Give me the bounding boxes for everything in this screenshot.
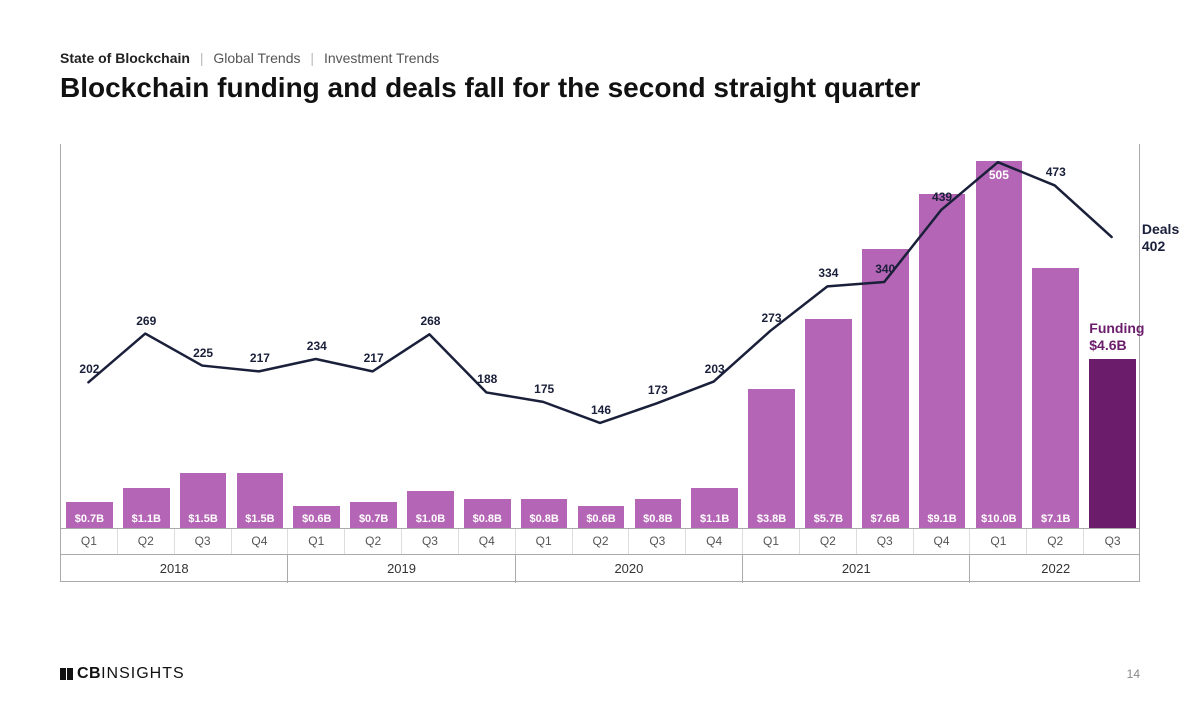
- funding-side-label: Funding$4.6B: [1089, 320, 1144, 354]
- funding-bar-label: $0.8B: [635, 513, 682, 525]
- funding-bar-label: $7.1B: [1032, 513, 1079, 525]
- funding-bar-label: $1.0B: [407, 513, 454, 525]
- funding-bar: $10.0B: [976, 161, 1023, 528]
- funding-bar: $0.7B: [350, 502, 397, 528]
- year-label: 2019: [288, 555, 515, 583]
- quarter-label: Q3: [629, 529, 686, 554]
- quarter-label: Q4: [232, 529, 289, 554]
- deals-point-label: 340: [875, 262, 895, 276]
- quarter-label: Q2: [800, 529, 857, 554]
- funding-bar: $0.6B: [293, 506, 340, 528]
- plot-area: $0.7B 202 $1.1B 269 $1.5B 225 $1.5B 217 $0.6B 234…: [60, 144, 1140, 529]
- deals-point-label: 202: [79, 362, 99, 376]
- year-label: 2021: [743, 555, 970, 583]
- quarter-label: Q2: [1027, 529, 1084, 554]
- funding-bar: $1.5B: [180, 473, 227, 528]
- deals-point-label: 203: [705, 362, 725, 376]
- funding-bar-label: $0.8B: [521, 513, 568, 525]
- quarter-label: Q1: [516, 529, 573, 554]
- funding-bar-label: $10.0B: [976, 513, 1023, 525]
- year-axis: 20182019202020212022: [60, 554, 1140, 582]
- deals-point-label: 188: [477, 372, 497, 386]
- funding-bar: $7.1B: [1032, 268, 1079, 528]
- funding-bar: $9.1B: [919, 194, 966, 528]
- breadcrumb-3: Investment Trends: [324, 50, 439, 66]
- deals-side-label: Deals402: [1142, 221, 1179, 255]
- deals-point-label: 439: [932, 190, 952, 204]
- deals-point-label: 146: [591, 403, 611, 417]
- logo-icon: [60, 668, 73, 680]
- funding-bar-label: $0.7B: [350, 513, 397, 525]
- funding-bar: $1.1B: [691, 488, 738, 528]
- funding-bar-label: $1.5B: [180, 513, 227, 525]
- page-title: Blockchain funding and deals fall for th…: [60, 72, 1140, 104]
- deals-point-label: 273: [762, 311, 782, 325]
- quarter-label: Q1: [970, 529, 1027, 554]
- deals-point-label: 269: [136, 314, 156, 328]
- funding-bar: $1.5B: [237, 473, 284, 528]
- quarter-label: Q4: [914, 529, 971, 554]
- year-label: 2018: [61, 555, 288, 583]
- funding-bar: $0.8B: [464, 499, 511, 528]
- deals-point-label: 173: [648, 383, 668, 397]
- funding-bar-label: $7.6B: [862, 513, 909, 525]
- quarter-label: Q1: [61, 529, 118, 554]
- brand-logo: CBINSIGHTS: [60, 665, 185, 683]
- funding-bar-label: $0.8B: [464, 513, 511, 525]
- quarter-label: Q2: [345, 529, 402, 554]
- funding-bar-label: $0.6B: [578, 513, 625, 525]
- quarter-label: Q1: [288, 529, 345, 554]
- funding-bar-label: $1.1B: [123, 513, 170, 525]
- funding-bar-label: $0.7B: [66, 513, 113, 525]
- quarter-label: Q2: [118, 529, 175, 554]
- funding-bar-label: $5.7B: [805, 513, 852, 525]
- quarter-label: Q3: [1084, 529, 1141, 554]
- funding-bar: $3.8B: [748, 389, 795, 528]
- quarter-label: Q4: [686, 529, 743, 554]
- deals-point-label: 334: [818, 266, 838, 280]
- funding-bar-label: $0.6B: [293, 513, 340, 525]
- quarter-label: Q3: [857, 529, 914, 554]
- breadcrumb-2: Global Trends: [213, 50, 300, 66]
- deals-point-label: 234: [307, 339, 327, 353]
- funding-bar: $0.8B: [635, 499, 682, 528]
- funding-bar-label: $9.1B: [919, 513, 966, 525]
- funding-bar: $0.7B: [66, 502, 113, 528]
- footer: CBINSIGHTS 14: [60, 665, 1140, 683]
- quarter-label: Q1: [743, 529, 800, 554]
- breadcrumb-1: State of Blockchain: [60, 50, 190, 66]
- funding-bar: $5.7B: [805, 319, 852, 528]
- year-label: 2020: [516, 555, 743, 583]
- funding-bar: $1.0B: [407, 491, 454, 528]
- funding-bar-label: $3.8B: [748, 513, 795, 525]
- deals-point-label: 217: [250, 351, 270, 365]
- quarter-label: Q2: [573, 529, 630, 554]
- funding-bar: $1.1B: [123, 488, 170, 528]
- breadcrumb: State of Blockchain | Global Trends | In…: [60, 50, 1140, 66]
- deals-point-label: 175: [534, 382, 554, 396]
- funding-bar: [1089, 359, 1136, 528]
- funding-bar-label: $1.1B: [691, 513, 738, 525]
- funding-bar: $7.6B: [862, 249, 909, 528]
- funding-bar: $0.6B: [578, 506, 625, 528]
- deals-point-label: 217: [364, 351, 384, 365]
- funding-deals-chart: $0.7B 202 $1.1B 269 $1.5B 225 $1.5B 217 $0.6B 234…: [60, 144, 1140, 584]
- deals-point-label: 473: [1046, 165, 1066, 179]
- quarter-label: Q3: [175, 529, 232, 554]
- quarter-axis: Q1Q2Q3Q4Q1Q2Q3Q4Q1Q2Q3Q4Q1Q2Q3Q4Q1Q2Q3: [60, 529, 1140, 554]
- year-label: 2022: [970, 555, 1141, 583]
- deals-point-label: 268: [420, 314, 440, 328]
- page-number: 14: [1127, 667, 1140, 681]
- deals-point-label: 225: [193, 346, 213, 360]
- quarter-label: Q4: [459, 529, 516, 554]
- deals-point-label: 505: [989, 168, 1009, 182]
- funding-bar: $0.8B: [521, 499, 568, 528]
- quarter-label: Q3: [402, 529, 459, 554]
- funding-bar-label: $1.5B: [237, 513, 284, 525]
